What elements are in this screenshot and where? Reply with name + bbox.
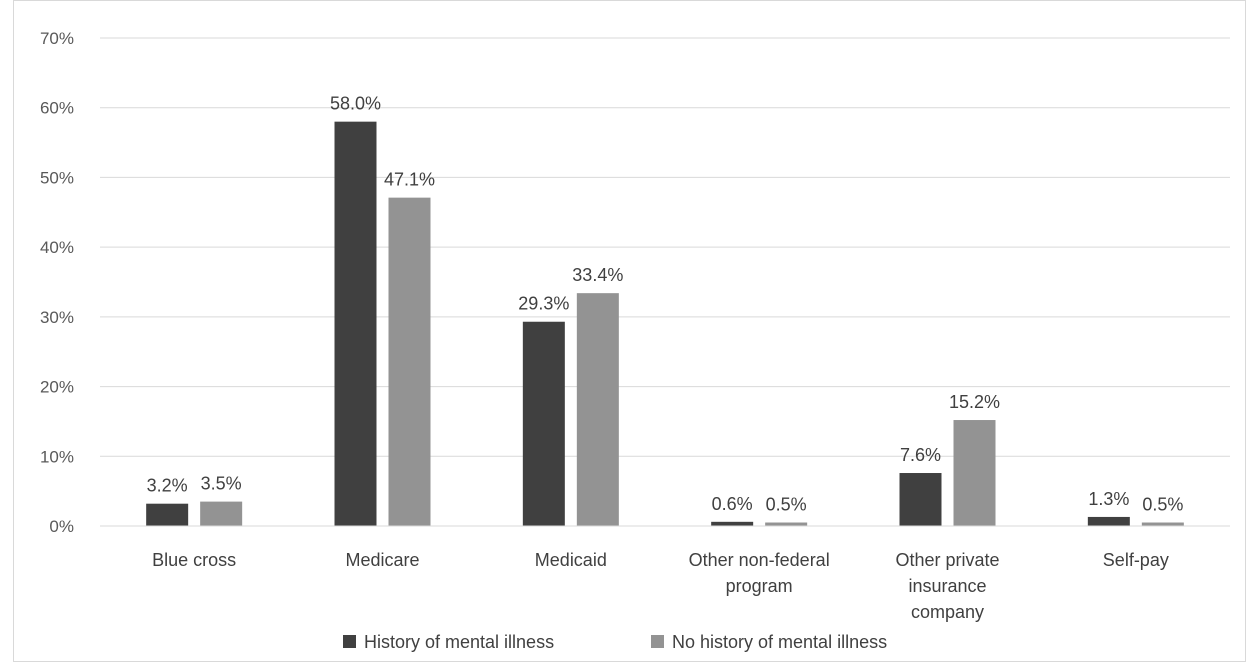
x-category-label: Self-pay — [1103, 550, 1169, 570]
data-label: 33.4% — [572, 265, 623, 285]
y-tick-label: 40% — [40, 238, 74, 257]
x-category-label: company — [911, 602, 984, 622]
data-label: 29.3% — [518, 294, 569, 314]
data-label: 0.5% — [1142, 495, 1183, 515]
data-label: 0.5% — [766, 495, 807, 515]
legend-swatch — [651, 635, 664, 648]
bar — [765, 522, 808, 526]
y-tick-label: 50% — [40, 168, 74, 187]
bar — [899, 473, 942, 526]
bar — [1087, 516, 1130, 526]
y-tick-label: 0% — [49, 517, 74, 536]
data-label: 58.0% — [330, 94, 381, 114]
y-tick-label: 10% — [40, 447, 74, 466]
data-label: 1.3% — [1088, 489, 1129, 509]
bar — [953, 420, 996, 526]
bar — [388, 197, 431, 526]
data-label: 47.1% — [384, 170, 435, 190]
bar — [334, 121, 377, 527]
y-tick-label: 30% — [40, 308, 74, 327]
x-category-label: Other non-federal — [689, 550, 830, 570]
x-category-label: Other private — [895, 550, 999, 570]
y-tick-label: 20% — [40, 378, 74, 397]
bar — [146, 503, 189, 526]
legend-label: No history of mental illness — [672, 632, 887, 652]
data-label: 15.2% — [949, 392, 1000, 412]
y-tick-label: 60% — [40, 99, 74, 118]
x-category-label: Medicare — [345, 550, 419, 570]
bar — [1141, 522, 1184, 526]
bar — [711, 521, 754, 526]
y-tick-label: 70% — [40, 29, 74, 48]
bar — [522, 321, 565, 526]
x-category-label: program — [726, 576, 793, 596]
legend-label: History of mental illness — [364, 632, 554, 652]
chart-frame — [13, 0, 1246, 662]
data-label: 3.2% — [147, 476, 188, 496]
bar — [576, 293, 619, 526]
x-category-label: insurance — [908, 576, 986, 596]
x-category-label: Blue cross — [152, 550, 236, 570]
x-category-label: Medicaid — [535, 550, 607, 570]
bar — [200, 501, 243, 526]
data-label: 3.5% — [201, 474, 242, 494]
legend-swatch — [343, 635, 356, 648]
data-label: 0.6% — [712, 494, 753, 514]
data-label: 7.6% — [900, 445, 941, 465]
